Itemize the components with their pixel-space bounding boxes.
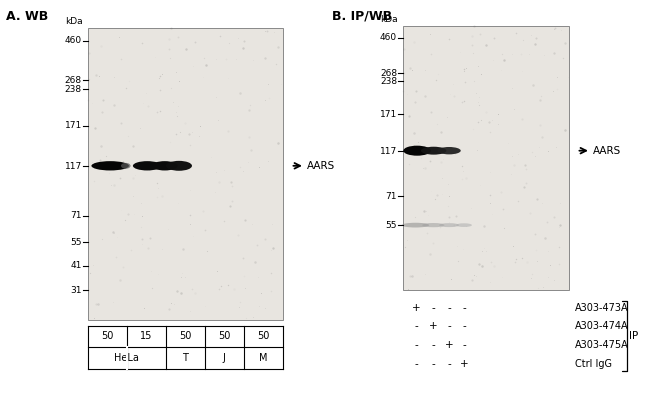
Text: 50: 50 — [218, 331, 231, 341]
Ellipse shape — [437, 147, 461, 154]
Text: T: T — [182, 353, 188, 363]
Ellipse shape — [422, 223, 445, 227]
Text: kDa: kDa — [65, 17, 83, 26]
Text: M: M — [259, 353, 268, 363]
Text: 71: 71 — [70, 212, 82, 220]
Text: 171: 171 — [64, 121, 82, 130]
Text: -: - — [432, 340, 436, 351]
Text: -: - — [432, 303, 436, 313]
Ellipse shape — [152, 161, 177, 170]
Text: IP: IP — [629, 331, 638, 341]
Text: 238: 238 — [380, 77, 397, 86]
Text: 171: 171 — [380, 110, 397, 119]
Ellipse shape — [166, 161, 192, 171]
Text: 268: 268 — [65, 76, 82, 85]
Text: -: - — [462, 340, 466, 351]
Text: HeLa: HeLa — [114, 353, 139, 363]
Text: A303-474A: A303-474A — [575, 321, 629, 331]
Text: -: - — [414, 340, 418, 351]
Text: 268: 268 — [380, 69, 397, 78]
Text: 117: 117 — [64, 162, 82, 171]
Bar — [88, 28, 283, 320]
Text: 55: 55 — [70, 238, 82, 247]
Text: 15: 15 — [140, 331, 153, 341]
Text: AARS: AARS — [593, 146, 621, 156]
Ellipse shape — [133, 161, 162, 170]
Text: 50: 50 — [257, 331, 270, 341]
Text: -: - — [414, 321, 418, 331]
Text: +: + — [411, 303, 421, 313]
Ellipse shape — [439, 223, 459, 227]
Text: +: + — [429, 321, 437, 331]
Text: -: - — [447, 303, 451, 313]
Text: -: - — [462, 303, 466, 313]
Text: AARS: AARS — [307, 161, 335, 171]
Text: 31: 31 — [70, 286, 82, 295]
Text: 238: 238 — [65, 85, 82, 94]
Ellipse shape — [402, 223, 429, 227]
Ellipse shape — [456, 223, 472, 227]
Text: +: + — [460, 359, 468, 369]
Bar — [403, 26, 569, 290]
Text: -: - — [432, 359, 436, 369]
Text: 41: 41 — [71, 261, 82, 270]
Ellipse shape — [92, 161, 129, 170]
Text: 460: 460 — [380, 33, 397, 42]
Text: 117: 117 — [380, 147, 397, 156]
Text: +: + — [445, 340, 454, 351]
Text: 460: 460 — [65, 37, 82, 45]
Text: -: - — [447, 359, 451, 369]
Text: kDa: kDa — [380, 15, 398, 24]
Ellipse shape — [403, 146, 431, 156]
Text: 71: 71 — [385, 192, 397, 200]
Text: -: - — [414, 359, 418, 369]
Text: Ctrl IgG: Ctrl IgG — [575, 359, 612, 369]
Text: -: - — [462, 321, 466, 331]
Text: A303-475A: A303-475A — [575, 340, 629, 351]
Ellipse shape — [121, 163, 131, 169]
Text: 55: 55 — [385, 221, 397, 229]
Text: B. IP/WB: B. IP/WB — [332, 10, 391, 23]
Text: 50: 50 — [179, 331, 192, 341]
Text: A303-473A: A303-473A — [575, 303, 629, 313]
Text: 50: 50 — [101, 331, 114, 341]
Text: J: J — [223, 353, 226, 363]
Ellipse shape — [421, 147, 447, 155]
Text: -: - — [447, 321, 451, 331]
Text: A. WB: A. WB — [6, 10, 49, 23]
